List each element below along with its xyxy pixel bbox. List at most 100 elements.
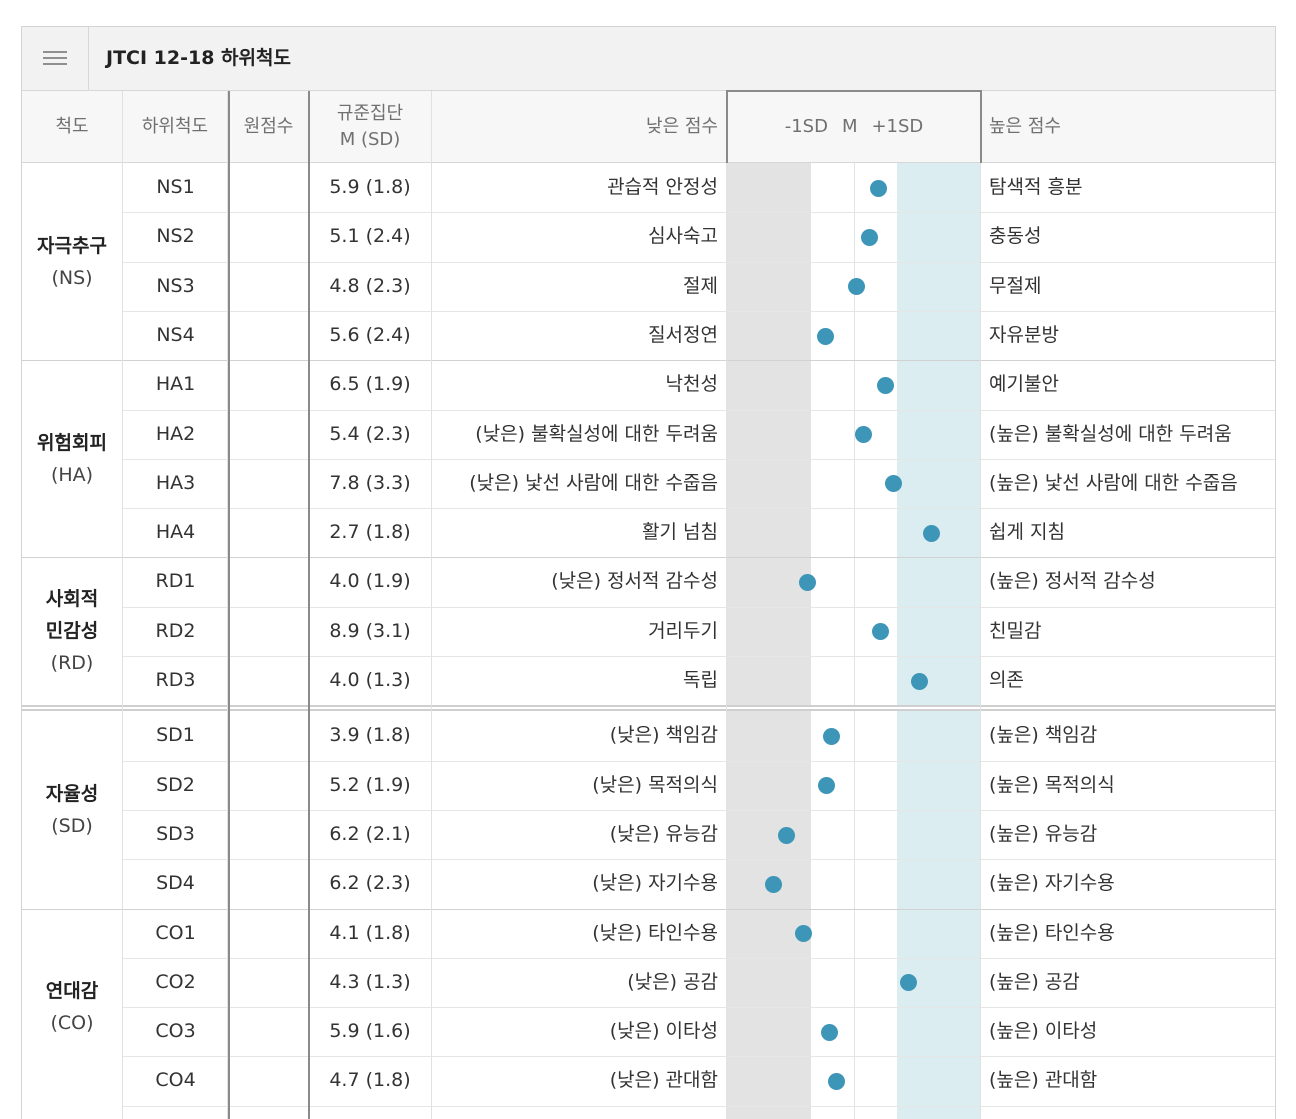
norm-mean-sd: 5.1 (2.4) [329,225,411,248]
row-divider [123,212,1275,214]
row-divider [123,458,1275,460]
low-score-label: (낮은) 타인수용 [592,921,718,944]
high-score-label: (높은) 정서적 감수성 [989,570,1156,593]
high-score-label: 탐색적 흥분 [989,176,1083,198]
header-low-score: 낮은 점수 [646,115,718,137]
norm-mean-sd: 7.8 (3.3) [329,471,411,494]
scale-korean-name: 자극추구 [37,234,107,257]
score-marker [795,925,813,943]
norm-mean-sd: 4.7 (1.8) [329,1069,411,1092]
row-divider [123,656,1275,657]
header-norm-group: 규준집단 M (SD) [336,102,404,150]
scale-korean-name: 자율성 [45,782,99,805]
column-divider [980,91,981,1119]
high-score-label: 의존 [989,669,1024,691]
header-sd-scale: -1SD M +1SD [784,115,924,137]
row-divider [123,957,1275,959]
column-divider [122,91,123,1119]
high-score-label: 자유분방 [989,323,1059,346]
high-score-label: 예기불안 [989,373,1059,396]
subscale-code: NS2 [156,225,195,248]
score-marker [877,376,895,394]
subscale-code: RD1 [155,570,196,593]
group-divider [22,908,1275,910]
scale-code: (SD) [51,814,93,837]
subscale-code: HA2 [155,422,196,445]
column-divider [227,91,228,1119]
scale-code: (HA) [50,463,94,486]
high-score-label: 친밀감 [989,619,1042,642]
norm-mean-sd: 3.9 (1.8) [329,724,411,747]
scale-korean-name: 사회적 [45,588,99,611]
low-score-label: (낮은) 유능감 [609,822,718,845]
high-score-label: (높은) 관대함 [989,1069,1098,1092]
score-marker [778,826,796,844]
subscale-code: NS4 [156,323,195,346]
header-scale: 척도 [55,115,89,137]
low-score-label: (낮은) 목적의식 [592,773,718,796]
high-score-label: (높은) 유능감 [989,822,1098,845]
hamburger-menu-icon [43,51,67,53]
menu-button[interactable] [22,27,89,90]
mean-line [854,163,855,1119]
high-score-label: (높은) 공감 [989,970,1080,993]
section-gap-line [22,705,1275,708]
subscale-code: CO2 [155,970,196,993]
subscale-code: SD2 [156,773,195,796]
high-score-label: 무절제 [989,274,1042,297]
scale-korean-name: 민감성 [45,620,99,643]
norm-mean-sd: 6.5 (1.9) [329,373,411,396]
scale-code: (NS) [51,266,93,289]
header-raw-score: 원점수 [243,115,294,137]
group-divider [22,557,1275,559]
subscale-code: SD3 [156,822,195,845]
subscale-code: CO3 [155,1020,196,1043]
scale-group-label: 자율성 (SD) [22,778,122,842]
section-gap [22,705,1275,712]
row-divider [123,1007,1275,1009]
row-divider [123,508,1275,510]
row-divider [123,261,1275,263]
norm-mean-sd: 4.1 (1.8) [329,921,411,944]
subscale-code: RD2 [155,619,196,642]
low-score-label: (낮은) 공감 [627,970,718,993]
high-score-label: 쉽게 지침 [989,521,1065,544]
norm-mean-sd: 5.9 (1.8) [329,176,411,198]
norm-mean-sd: 4.0 (1.9) [329,570,411,593]
low-score-label: 거리두기 [648,619,718,642]
norm-mean-sd: 6.2 (2.3) [329,872,411,895]
title-bar: JTCI 12-18 하위척도 [22,27,1275,91]
score-marker [869,179,887,197]
score-marker [923,524,941,542]
score-marker [818,777,836,795]
high-score-label: (높은) 불확실성에 대한 두려움 [989,422,1232,445]
low-score-label: (낮은) 정서적 감수성 [551,570,718,593]
high-score-label: (높은) 이타성 [989,1020,1098,1043]
high-band [897,163,980,1119]
low-score-label: 절제 [683,274,718,297]
norm-mean-sd: 5.9 (1.6) [329,1020,411,1043]
score-marker [848,278,866,296]
chart-border [726,91,728,163]
row-divider [123,606,1275,608]
scale-korean-name: 위험회피 [37,431,107,454]
scale-code: (CO) [50,1012,94,1035]
score-marker [884,475,902,493]
header-subscale: 하위척도 [141,115,209,137]
score-marker [765,875,783,893]
scale-korean-name: 연대감 [45,980,99,1003]
scale-group-label: 사회적 민감성 (RD) [22,583,122,679]
high-score-label: (높은) 낯선 사람에 대한 수줍음 [989,471,1238,494]
norm-mean-sd: 8.9 (3.1) [329,619,411,642]
score-marker [899,974,917,992]
norm-mean-sd: 6.2 (2.1) [329,822,411,845]
subscale-code: SD4 [156,872,195,895]
score-marker [821,1023,839,1041]
section-gap-line [22,709,1275,712]
norm-mean-sd: 5.6 (2.4) [329,323,411,346]
row-divider [123,310,1275,312]
high-score-label: (높은) 목적의식 [989,773,1115,796]
subscale-code: HA3 [155,471,196,494]
subscale-code: HA1 [155,373,196,396]
chart-border [980,91,982,163]
